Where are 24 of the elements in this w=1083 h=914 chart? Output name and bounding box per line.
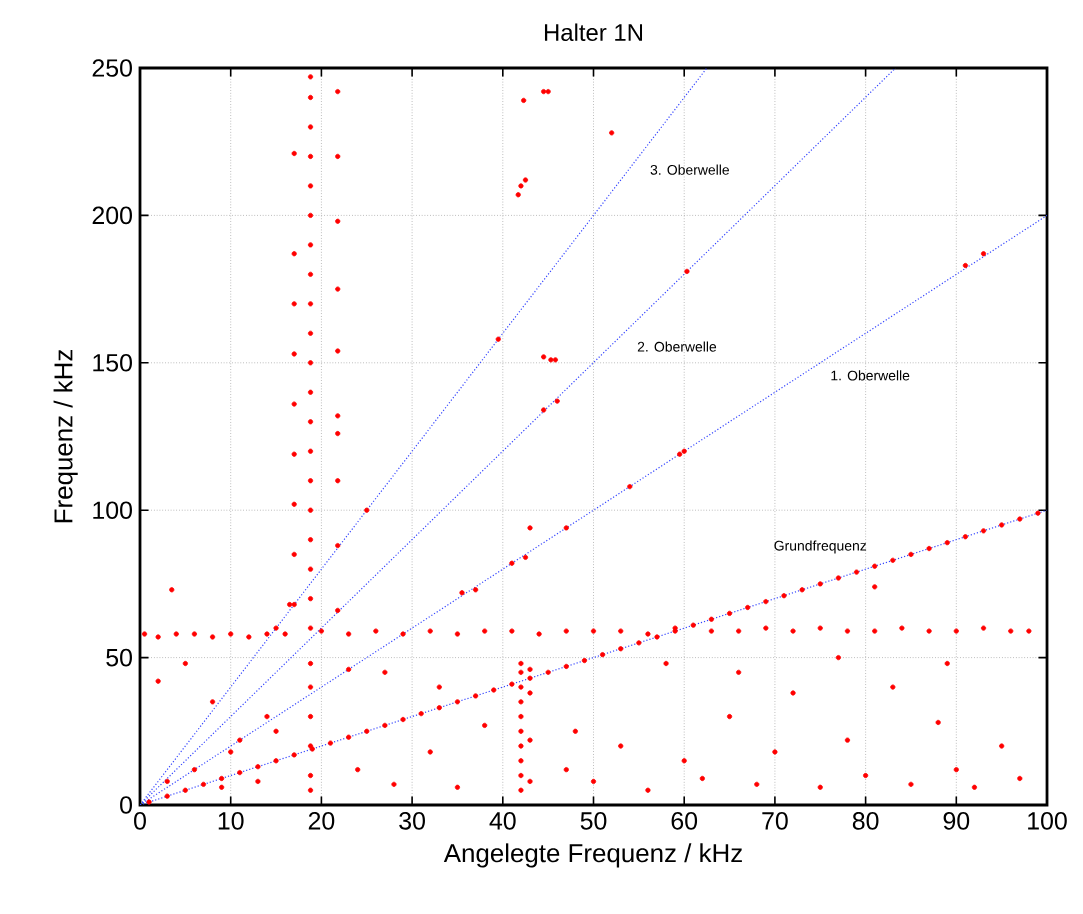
x-axis-title: Angelegte Frequenz / kHz xyxy=(443,843,742,868)
y-tick-label: 200 xyxy=(92,206,132,225)
y-tick-label: 250 xyxy=(92,59,132,77)
x-tick-label: 100 xyxy=(1028,812,1067,830)
x-tick-label: 70 xyxy=(762,812,788,830)
y-tick-label: 0 xyxy=(120,796,132,814)
x-tick-label: 10 xyxy=(218,812,244,830)
x-tick-label: 60 xyxy=(671,812,698,830)
x-tick-label: 20 xyxy=(308,812,335,830)
x-tick-label: 30 xyxy=(399,812,425,830)
x-tick-label: 90 xyxy=(943,812,970,830)
series-label: 3. Oberwelle xyxy=(650,164,729,175)
x-tick-label: 0 xyxy=(134,812,146,830)
series-label: 2. Oberwelle xyxy=(637,341,717,352)
x-tick-label: 50 xyxy=(580,812,607,830)
y-tick-label: 50 xyxy=(106,648,132,667)
y-tick-label: 150 xyxy=(93,353,132,372)
x-tick-label: 80 xyxy=(852,812,879,830)
series-label: 1. Oberwelle xyxy=(831,370,910,381)
chart-title: Halter 1N xyxy=(544,23,643,41)
series-label: Grundfrequenz xyxy=(774,540,867,554)
x-tick-label: 40 xyxy=(489,812,516,830)
y-tick-label: 100 xyxy=(93,501,132,520)
y-axis-title: Frequenz / kHz xyxy=(53,350,78,523)
